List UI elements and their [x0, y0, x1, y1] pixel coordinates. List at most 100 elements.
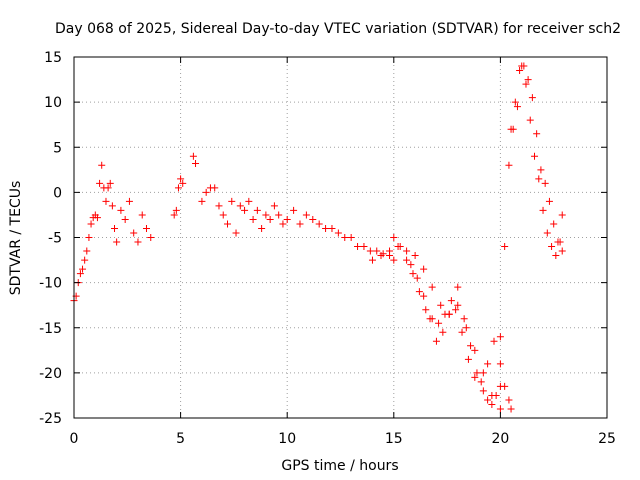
- data-point: [85, 234, 93, 241]
- data-point: [415, 288, 423, 296]
- data-point: [409, 270, 417, 278]
- y-tick-label: -5: [48, 231, 62, 247]
- data-point: [189, 152, 197, 160]
- x-tick-label: 25: [598, 431, 616, 447]
- data-point: [458, 328, 466, 336]
- data-point: [366, 247, 374, 255]
- data-point: [174, 184, 182, 192]
- data-point: [432, 337, 440, 345]
- data-point: [253, 206, 261, 214]
- data-point: [309, 215, 317, 223]
- y-tick-label: 10: [44, 95, 62, 111]
- data-point: [368, 256, 376, 264]
- data-point: [484, 396, 492, 404]
- data-point: [177, 175, 185, 183]
- data-point: [270, 202, 278, 210]
- data-point: [496, 405, 504, 413]
- y-axis-label: SDTVAR / TECUs: [8, 181, 24, 296]
- data-point: [520, 62, 528, 70]
- data-point: [98, 161, 106, 169]
- data-point: [322, 224, 330, 232]
- data-point: [377, 252, 385, 260]
- x-tick-label: 15: [385, 431, 403, 447]
- data-point: [390, 234, 398, 241]
- data-point: [347, 234, 355, 241]
- data-point: [507, 125, 515, 133]
- data-point: [262, 211, 270, 219]
- data-point: [545, 197, 553, 205]
- data-point: [394, 243, 402, 251]
- data-point: [170, 211, 178, 219]
- data-point: [125, 197, 133, 205]
- data-point: [215, 202, 223, 210]
- data-point: [83, 247, 91, 255]
- data-point: [117, 206, 125, 214]
- series-group: [70, 161, 121, 305]
- series-group: [117, 152, 200, 246]
- data-point: [79, 265, 87, 273]
- data-point: [488, 400, 496, 408]
- data-point: [496, 360, 504, 368]
- y-tick-label: 0: [53, 185, 62, 201]
- data-point: [211, 184, 219, 192]
- data-point: [134, 238, 142, 246]
- data-point: [296, 220, 304, 228]
- data-point: [490, 337, 498, 345]
- data-point: [501, 243, 509, 251]
- data-point: [93, 214, 101, 222]
- data-point: [328, 224, 336, 232]
- data-point: [219, 211, 227, 219]
- series-group: [407, 261, 515, 413]
- data-point: [528, 94, 536, 102]
- y-tick-label: -10: [39, 276, 62, 292]
- axis-ticks: [73, 56, 608, 419]
- data-point: [437, 301, 445, 309]
- data-point: [471, 373, 479, 381]
- data-point: [111, 224, 119, 232]
- x-tick-label: 20: [491, 431, 509, 447]
- data-point: [550, 220, 558, 228]
- data-point: [435, 319, 443, 327]
- data-point: [403, 256, 411, 264]
- series-group: [198, 184, 398, 264]
- data-point: [543, 229, 551, 237]
- data-point: [202, 188, 210, 196]
- data-point: [232, 229, 240, 237]
- y-tick-label: -15: [39, 321, 62, 337]
- data-point: [403, 247, 411, 255]
- data-point: [407, 261, 415, 269]
- data-point: [228, 197, 236, 205]
- data-point: [113, 238, 121, 246]
- series-group: [507, 62, 566, 255]
- data-point: [245, 197, 253, 205]
- data-point: [513, 103, 521, 111]
- data-point: [138, 211, 146, 219]
- data-point: [537, 166, 545, 174]
- data-point: [548, 243, 556, 251]
- data-points: [70, 62, 566, 413]
- data-point: [373, 247, 381, 255]
- data-point: [198, 197, 206, 205]
- data-point: [533, 130, 541, 138]
- y-tick-label: 15: [44, 50, 62, 66]
- data-point: [275, 211, 283, 219]
- data-point: [511, 98, 519, 106]
- data-point: [524, 76, 532, 84]
- data-point: [266, 215, 274, 223]
- data-point: [473, 369, 481, 377]
- data-point: [224, 220, 232, 228]
- x-tick-label: 5: [176, 431, 185, 447]
- data-point: [411, 252, 419, 260]
- data-point: [554, 238, 562, 246]
- data-point: [390, 256, 398, 264]
- data-point: [428, 283, 436, 291]
- data-point: [522, 80, 530, 88]
- tick-labels: 0 5 10 15 20 25 -25 -20 -15 -10 -5 0 5 10 15: [39, 50, 616, 447]
- data-point: [454, 301, 462, 309]
- data-point: [477, 378, 485, 386]
- data-point: [447, 297, 455, 305]
- data-point: [464, 355, 472, 363]
- data-point: [76, 270, 84, 278]
- data-point: [471, 346, 479, 354]
- data-point: [121, 215, 129, 223]
